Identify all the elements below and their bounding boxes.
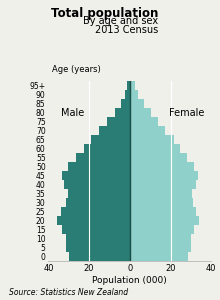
Text: Source: Statistics New Zealand: Source: Statistics New Zealand [9, 288, 128, 297]
X-axis label: Population (000): Population (000) [92, 276, 167, 285]
Text: Male: Male [61, 107, 84, 118]
Text: Female: Female [169, 107, 204, 118]
Polygon shape [130, 81, 199, 261]
Text: Total population: Total population [51, 8, 158, 20]
Polygon shape [57, 81, 130, 261]
Text: 2013 Census: 2013 Census [95, 25, 158, 34]
Text: Age (years): Age (years) [52, 65, 101, 74]
Text: By age and sex: By age and sex [83, 16, 158, 26]
